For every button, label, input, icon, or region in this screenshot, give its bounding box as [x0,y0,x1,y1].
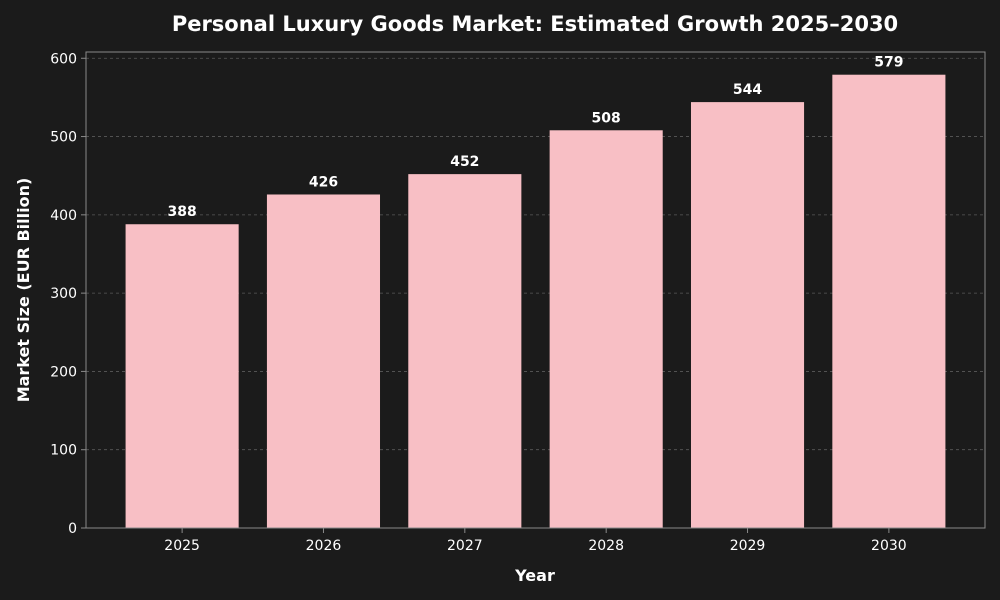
y-tick-label: 0 [68,521,77,537]
bar-2025 [125,224,239,528]
y-tick-label: 300 [50,286,77,302]
x-axis-label: Year [514,566,555,585]
bars [125,74,946,529]
x-axis: 2025 2026 2027 2028 2029 2030 [164,528,907,554]
chart-title: Personal Luxury Goods Market: Estimated … [172,12,898,36]
y-tick-label: 200 [50,364,77,380]
y-axis: 0 100 200 300 400 500 600 [50,51,86,537]
bar-2026 [266,194,381,528]
value-label-2029: 544 [733,82,762,98]
x-tick-label-2026: 2026 [306,538,342,554]
bar-2029 [690,102,805,529]
bar-2027 [408,174,522,528]
y-tick-label: 600 [50,51,77,67]
value-label-2028: 508 [592,110,621,126]
x-tick-label-2029: 2029 [730,538,766,554]
value-labels: 388 426 452 508 544 579 [168,55,904,221]
x-tick-label-2030: 2030 [871,538,907,554]
y-axis-label: Market Size (EUR Billion) [14,178,33,403]
x-tick-label-2027: 2027 [447,538,483,554]
value-label-2030: 579 [874,55,903,71]
plot-frame [85,51,986,529]
y-tick-label: 400 [50,208,77,224]
y-tick-label: 500 [50,130,77,146]
bar-2030 [832,74,946,528]
bar-2028 [549,130,663,528]
x-tick-label-2025: 2025 [164,538,200,554]
value-label-2025: 388 [168,204,197,220]
x-tick-label-2028: 2028 [588,538,624,554]
y-tick-label: 100 [50,443,77,459]
value-label-2026: 426 [309,174,338,190]
value-label-2027: 452 [450,154,479,170]
